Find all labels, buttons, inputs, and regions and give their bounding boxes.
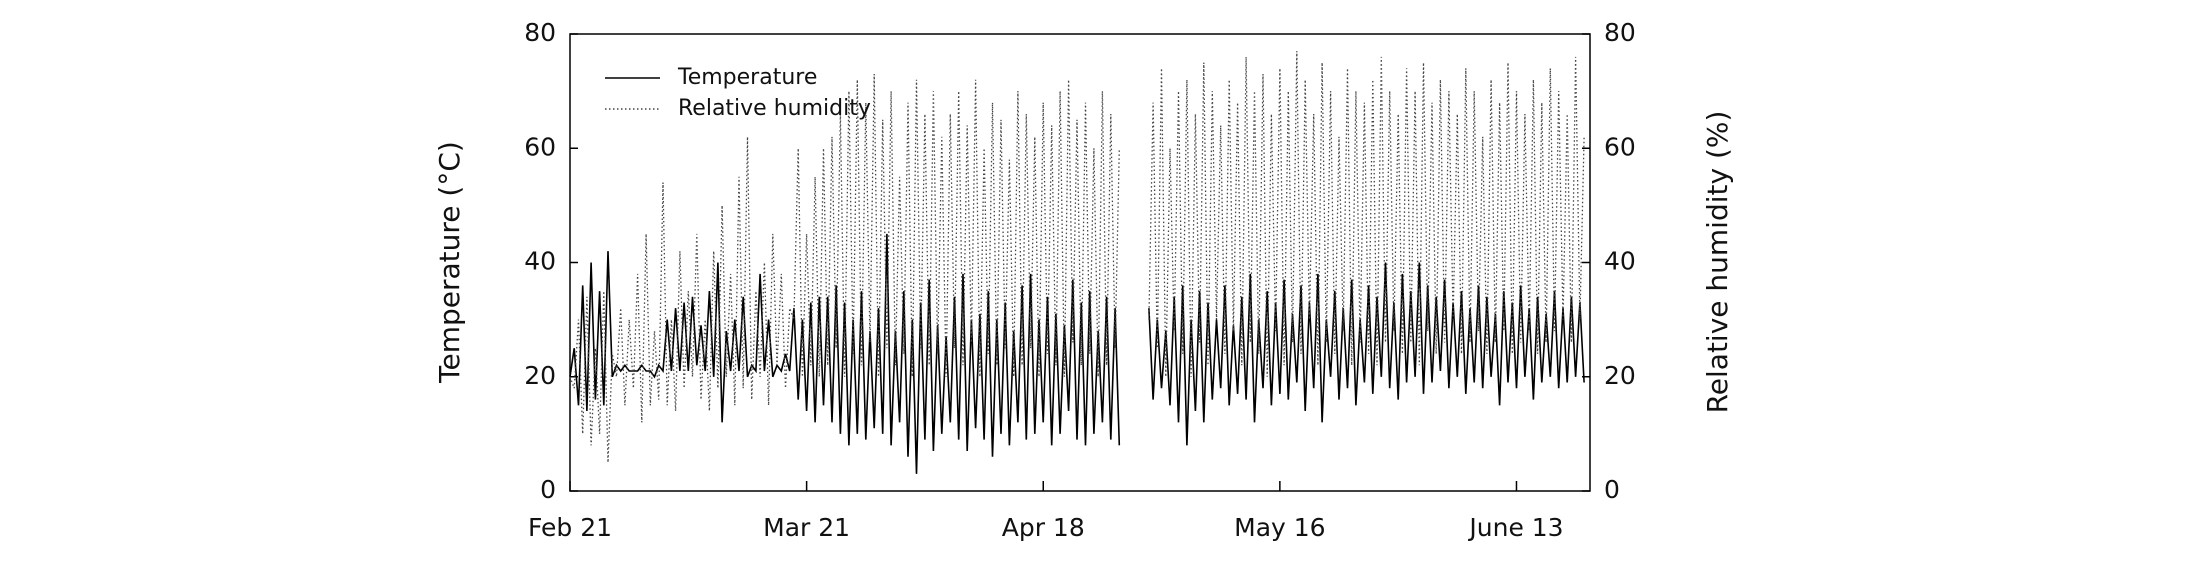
y-tick-label: 40 xyxy=(524,247,556,276)
series-line xyxy=(569,233,1585,474)
x-tick-label: May 16 xyxy=(1234,513,1325,542)
x-tick-label: Feb 21 xyxy=(528,513,612,542)
legend-label: Temperature xyxy=(677,65,817,90)
y-tick-label: 80 xyxy=(524,18,556,47)
y2-tick-label: 60 xyxy=(1604,132,1636,161)
x-tick-label: June 13 xyxy=(1467,513,1563,542)
series-line xyxy=(569,51,1585,463)
y2-axis-title: Relative humidity (%) xyxy=(1701,111,1734,414)
legend-label: Relative humidity xyxy=(678,96,871,121)
y2-tick-label: 0 xyxy=(1604,475,1620,504)
y2-tick-label: 80 xyxy=(1604,18,1636,47)
y2-tick-label: 40 xyxy=(1604,247,1636,276)
x-tick-label: Apr 18 xyxy=(1002,513,1085,542)
x-tick-label: Mar 21 xyxy=(763,513,850,542)
y-tick-label: 20 xyxy=(524,361,556,390)
y2-tick-label: 20 xyxy=(1604,361,1636,390)
y-tick-label: 0 xyxy=(540,475,556,504)
y-tick-label: 60 xyxy=(524,132,556,161)
y-axis-title: Temperature (°C) xyxy=(433,141,466,384)
